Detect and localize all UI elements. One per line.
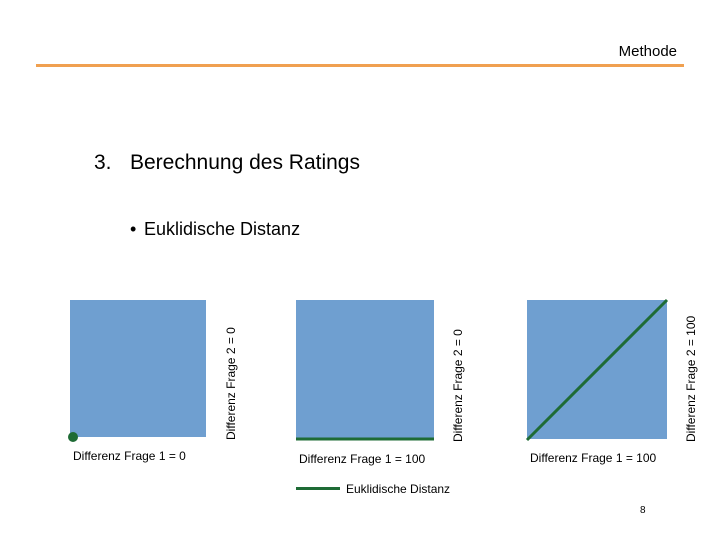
section-heading: 3. Berechnung des Ratings <box>94 151 360 175</box>
diagonal-distance-line <box>525 298 669 442</box>
page-number: 8 <box>640 505 646 516</box>
header-divider <box>36 64 684 67</box>
section-number: 3. <box>94 151 112 174</box>
bullet-text: Euklidische Distanz <box>144 219 301 239</box>
distance-panel-1 <box>70 300 206 437</box>
section-title: Berechnung des Ratings <box>130 151 360 174</box>
legend-label: Euklidische Distanz <box>346 482 451 496</box>
slide-header-title: Methode <box>618 43 677 60</box>
panel-3-xlabel: Differenz Frage 1 = 100 <box>530 451 657 465</box>
panel-2-xlabel: Differenz Frage 1 = 100 <box>299 452 426 466</box>
distance-panel-2 <box>296 300 434 438</box>
zero-distance-point <box>68 432 78 442</box>
bullet-item: • Euklidische Distanz <box>130 219 300 240</box>
bullet-marker: • <box>130 219 137 239</box>
panel-1-xlabel: Differenz Frage 1 = 0 <box>73 449 186 463</box>
legend-line-swatch <box>296 487 340 490</box>
